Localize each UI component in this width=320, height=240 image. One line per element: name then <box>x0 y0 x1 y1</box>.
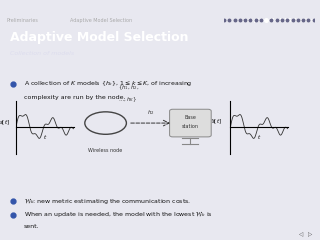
Text: Adaptive Model Selection: Adaptive Model Selection <box>243 18 314 23</box>
Text: Adaptive Model Selection: Adaptive Model Selection <box>70 18 132 23</box>
Text: $\{h_1, h_2,$: $\{h_1, h_2,$ <box>118 84 140 92</box>
Y-axis label: $\hat{s}[t]$: $\hat{s}[t]$ <box>211 118 222 127</box>
Text: sent.: sent. <box>24 223 40 228</box>
Text: $h_2$: $h_2$ <box>147 108 154 117</box>
Text: A collection of $K$ models $\{h_k\}$, $1 \leq k \leq K$, of increasing: A collection of $K$ models $\{h_k\}$, $1… <box>24 78 192 88</box>
Text: Adaptive Model Selection: Adaptive Model Selection <box>10 31 188 44</box>
Text: $\ldots, h_K\}$: $\ldots, h_K\}$ <box>118 95 138 103</box>
Text: $\triangleleft$   $\triangleright$: $\triangleleft$ $\triangleright$ <box>298 231 314 240</box>
Text: complexity are run by the node.: complexity are run by the node. <box>24 95 125 100</box>
Text: When an update is needed, the model with the lowest $\mathcal{W}_k$ is: When an update is needed, the model with… <box>24 209 213 219</box>
Text: Base: Base <box>184 115 196 120</box>
X-axis label: $t$: $t$ <box>257 133 261 141</box>
Text: $\mathcal{W}_k$: new metric estimating the communication costs.: $\mathcal{W}_k$: new metric estimating t… <box>24 196 191 206</box>
X-axis label: $t$: $t$ <box>43 133 47 141</box>
Text: Preliminaries: Preliminaries <box>6 18 38 23</box>
Y-axis label: $s[t]$: $s[t]$ <box>0 119 10 127</box>
Text: Wireless node: Wireless node <box>88 149 123 153</box>
Text: station: station <box>182 124 199 129</box>
FancyBboxPatch shape <box>170 109 211 137</box>
Text: Collection of models: Collection of models <box>10 51 74 56</box>
